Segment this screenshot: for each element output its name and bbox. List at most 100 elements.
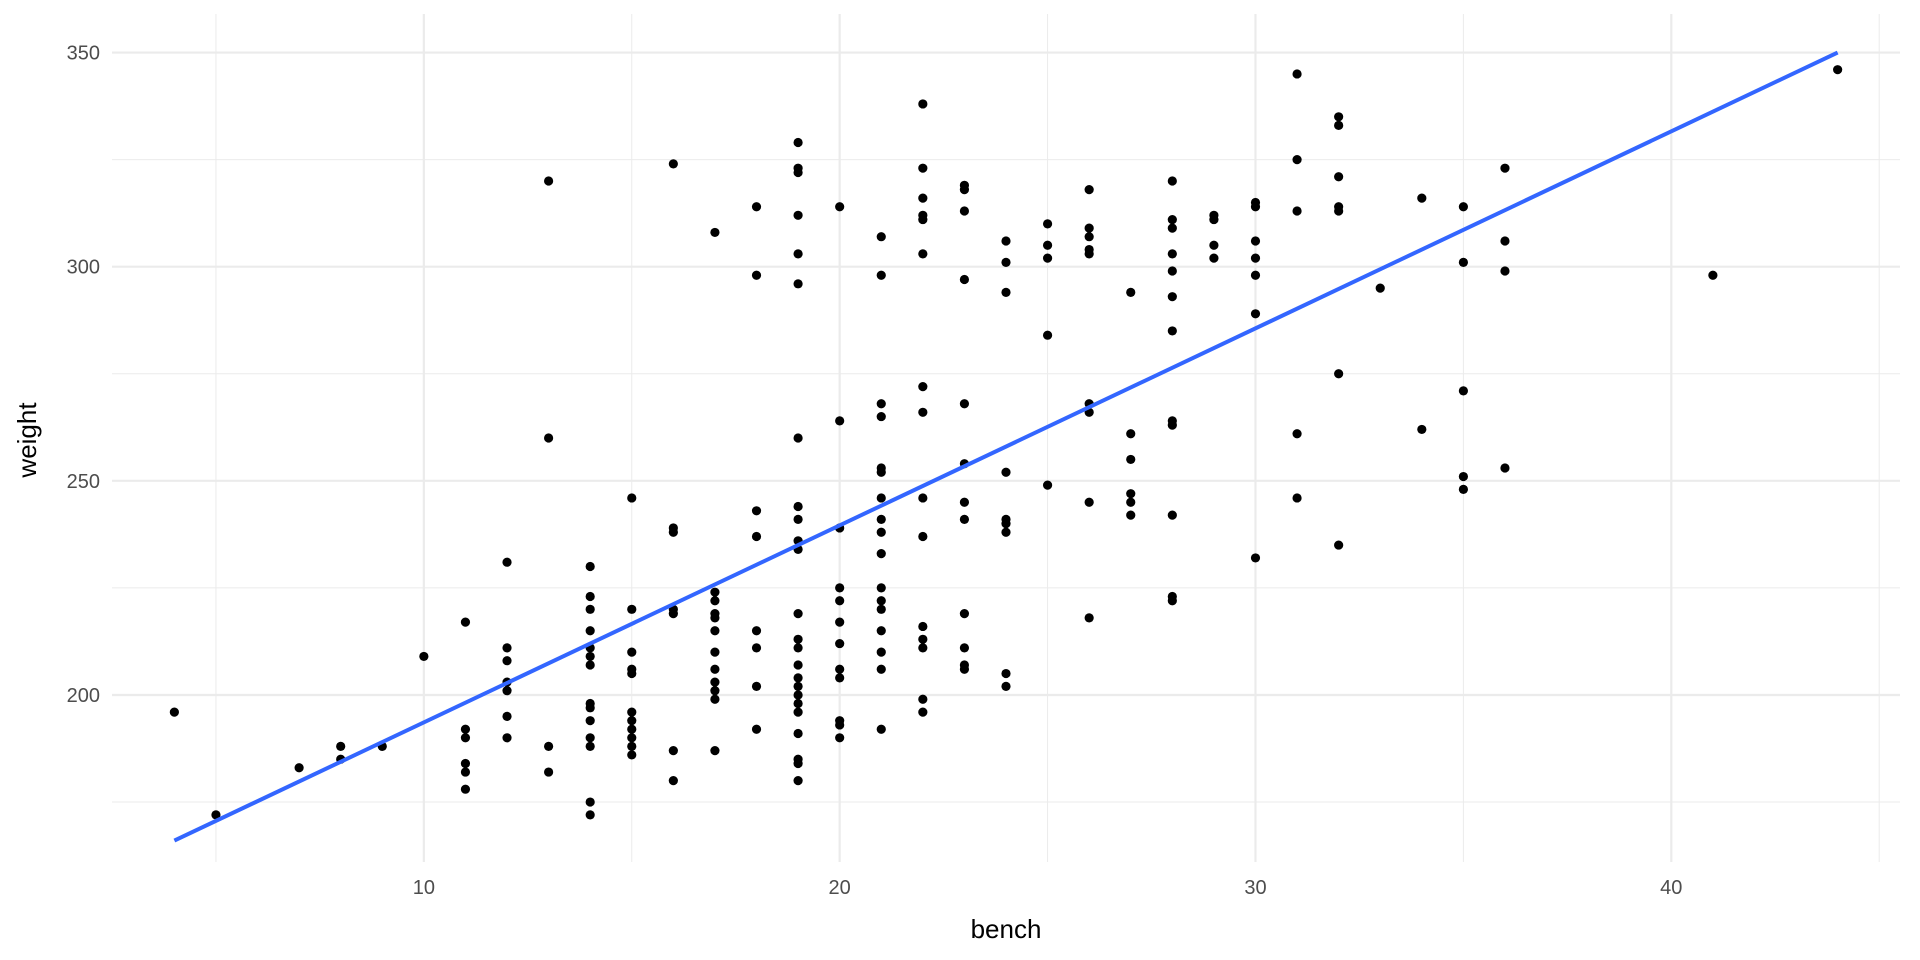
data-point bbox=[502, 643, 512, 653]
data-point bbox=[793, 249, 803, 259]
data-point bbox=[710, 587, 720, 597]
data-point bbox=[793, 608, 803, 619]
data-point bbox=[918, 163, 928, 173]
data-point bbox=[585, 626, 595, 636]
data-point bbox=[668, 776, 678, 786]
data-point bbox=[793, 433, 803, 443]
y-tick-label: 200 bbox=[67, 685, 100, 707]
data-point bbox=[502, 733, 512, 743]
major-gridlines bbox=[112, 14, 1900, 862]
x-tick-label: 20 bbox=[829, 877, 851, 899]
data-point bbox=[751, 724, 762, 734]
data-point bbox=[1500, 463, 1510, 473]
data-point bbox=[627, 647, 637, 657]
data-point bbox=[793, 681, 803, 692]
data-point bbox=[1708, 270, 1718, 280]
data-point bbox=[1458, 202, 1468, 212]
data-point bbox=[1250, 236, 1261, 246]
data-point bbox=[793, 279, 803, 289]
data-point bbox=[1042, 330, 1053, 340]
data-point bbox=[959, 184, 970, 195]
y-axis-title: weight bbox=[12, 402, 42, 479]
data-point bbox=[1126, 489, 1136, 499]
data-point bbox=[1209, 240, 1219, 250]
data-point bbox=[876, 527, 886, 537]
data-point bbox=[710, 686, 720, 696]
data-point bbox=[876, 626, 886, 636]
data-point bbox=[1167, 420, 1177, 430]
data-point bbox=[876, 647, 886, 657]
data-point bbox=[169, 707, 179, 717]
data-point bbox=[1292, 429, 1302, 439]
data-point bbox=[918, 621, 928, 632]
data-point bbox=[585, 797, 595, 807]
data-point bbox=[959, 399, 970, 409]
data-point bbox=[1250, 309, 1261, 319]
data-point bbox=[1375, 283, 1385, 293]
data-point bbox=[876, 493, 886, 503]
data-point bbox=[1458, 257, 1468, 268]
data-point bbox=[918, 382, 928, 392]
data-point bbox=[835, 664, 845, 674]
data-point bbox=[1042, 219, 1053, 229]
data-point bbox=[294, 763, 304, 773]
data-point bbox=[835, 202, 845, 212]
data-point bbox=[793, 501, 803, 512]
data-point bbox=[336, 741, 346, 751]
minor-gridlines bbox=[112, 14, 1900, 862]
data-point bbox=[710, 677, 720, 687]
data-point bbox=[460, 724, 471, 734]
data-point bbox=[585, 660, 595, 670]
data-point bbox=[710, 613, 720, 623]
data-point bbox=[710, 647, 720, 657]
data-point bbox=[1042, 240, 1053, 250]
data-point bbox=[876, 270, 886, 280]
data-point bbox=[1458, 484, 1468, 494]
data-point bbox=[1167, 249, 1177, 259]
data-point bbox=[460, 733, 471, 743]
x-tick-label: 30 bbox=[1244, 877, 1266, 899]
data-point bbox=[835, 583, 845, 593]
data-point bbox=[710, 626, 720, 636]
data-point bbox=[710, 694, 720, 704]
data-point bbox=[1500, 266, 1510, 276]
data-point bbox=[1167, 510, 1177, 520]
data-point bbox=[544, 767, 554, 777]
data-point bbox=[751, 506, 762, 516]
data-point bbox=[1042, 480, 1053, 490]
data-point bbox=[627, 668, 637, 679]
data-point bbox=[959, 206, 970, 216]
data-point bbox=[1292, 206, 1302, 216]
data-point bbox=[1126, 497, 1136, 507]
data-point bbox=[1250, 270, 1261, 280]
data-point bbox=[627, 493, 637, 503]
regression-line bbox=[173, 50, 1839, 843]
data-point bbox=[793, 137, 803, 148]
data-point bbox=[710, 746, 720, 756]
data-point bbox=[793, 514, 803, 524]
data-point bbox=[876, 232, 886, 242]
data-point bbox=[751, 681, 762, 692]
x-axis-title: bench bbox=[971, 914, 1042, 944]
data-point bbox=[959, 514, 970, 524]
data-point bbox=[1292, 493, 1302, 503]
x-tick-label: 40 bbox=[1660, 877, 1682, 899]
data-point bbox=[1084, 497, 1094, 507]
data-point bbox=[793, 728, 803, 739]
data-point bbox=[751, 531, 762, 542]
data-point bbox=[585, 591, 595, 602]
data-point bbox=[1126, 454, 1136, 465]
data-point bbox=[835, 733, 845, 743]
data-point bbox=[1334, 172, 1344, 182]
data-points bbox=[169, 65, 1843, 820]
data-point bbox=[627, 604, 637, 614]
data-point bbox=[1833, 65, 1843, 75]
data-point bbox=[835, 596, 845, 606]
data-point bbox=[1250, 253, 1261, 263]
data-point bbox=[1126, 287, 1136, 297]
data-point bbox=[585, 703, 595, 713]
data-point bbox=[460, 617, 471, 627]
data-point bbox=[876, 664, 886, 674]
data-point bbox=[835, 416, 845, 426]
data-point bbox=[1084, 613, 1094, 623]
